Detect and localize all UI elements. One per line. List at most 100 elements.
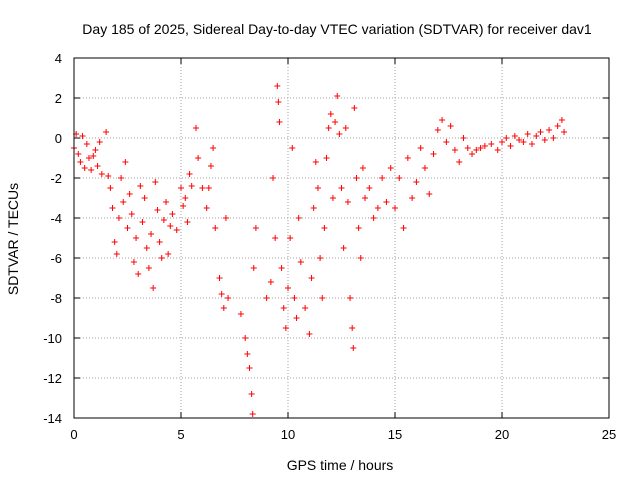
data-point (351, 105, 358, 111)
data-point (113, 251, 120, 257)
data-point (477, 145, 484, 151)
data-point (524, 131, 531, 137)
data-point (152, 179, 159, 185)
data-point (291, 295, 298, 301)
data-point (426, 191, 433, 197)
axis-ticks: 0 5 10 15 20 25 -14 -12 -10 -8 -6 -4 -2 0 2 4 (43, 51, 616, 442)
data-point (222, 215, 229, 221)
data-points (71, 83, 568, 417)
data-point (195, 155, 202, 161)
data-point (218, 291, 225, 297)
data-point (396, 175, 403, 181)
data-point (81, 165, 88, 171)
x-tick-label: 0 (70, 427, 77, 442)
data-point (325, 125, 332, 131)
y-tick-label: 2 (55, 91, 62, 106)
data-point (115, 215, 122, 221)
data-point (103, 129, 110, 135)
data-point (250, 265, 257, 271)
plot-frame (73, 57, 610, 419)
data-point (248, 391, 255, 397)
data-point (323, 155, 330, 161)
data-point (107, 185, 114, 191)
data-point (488, 141, 495, 147)
data-point (321, 225, 328, 231)
data-point (357, 255, 364, 261)
data-point (362, 195, 369, 201)
data-point (111, 239, 118, 245)
data-point (199, 185, 206, 191)
data-point (139, 219, 146, 225)
data-point (275, 99, 282, 105)
y-tick-label: -8 (50, 291, 62, 306)
data-point (473, 147, 480, 153)
data-point (143, 245, 150, 251)
data-point (154, 207, 161, 213)
y-axis-label: SDTVAR / TECUs (5, 183, 21, 295)
data-point (404, 155, 411, 161)
data-point (400, 225, 407, 231)
data-point (252, 225, 259, 231)
data-point (178, 185, 184, 191)
data-point (464, 145, 471, 151)
x-tick-label: 20 (495, 427, 509, 442)
data-point (554, 123, 561, 129)
data-point (353, 175, 360, 181)
data-point (383, 199, 390, 205)
data-point (370, 215, 377, 221)
y-tick-label: -4 (50, 211, 62, 226)
data-point (285, 285, 291, 291)
data-point (295, 215, 302, 221)
data-point (340, 245, 347, 251)
data-point (276, 119, 283, 125)
data-point (135, 271, 142, 277)
data-point (481, 143, 488, 149)
data-point (537, 129, 544, 135)
data-point (293, 315, 300, 321)
data-point (124, 225, 131, 231)
data-point (350, 345, 357, 351)
y-tick-label: -12 (43, 371, 62, 386)
data-point (507, 143, 514, 149)
y-tick-label: -10 (43, 331, 62, 346)
data-point (96, 139, 103, 145)
data-point (366, 185, 373, 191)
data-point (430, 151, 437, 157)
data-point (180, 203, 187, 209)
data-point (126, 191, 133, 197)
data-point (342, 125, 349, 131)
y-tick-label: -14 (43, 411, 62, 426)
data-point (205, 185, 212, 191)
data-point (460, 135, 467, 141)
data-point (188, 183, 195, 189)
data-point (443, 139, 450, 145)
data-point (379, 175, 386, 181)
data-point (338, 185, 345, 191)
data-point (267, 279, 274, 285)
data-point (516, 137, 523, 143)
data-point (417, 145, 424, 151)
data-point (249, 411, 256, 417)
data-point (392, 205, 398, 211)
data-point (220, 305, 227, 311)
data-point (98, 171, 105, 177)
data-point (550, 135, 557, 141)
data-point (451, 147, 458, 153)
data-point (145, 265, 152, 271)
data-point (334, 93, 341, 99)
data-point (319, 295, 326, 301)
data-point (225, 295, 232, 301)
data-point (374, 205, 381, 211)
data-point (263, 295, 270, 301)
data-point (278, 265, 285, 271)
data-point (511, 133, 518, 139)
data-point (128, 211, 135, 217)
data-point (210, 145, 217, 151)
data-point (141, 195, 148, 201)
data-point (314, 185, 321, 191)
data-point (282, 325, 289, 331)
data-point (447, 123, 454, 129)
data-point (173, 227, 180, 233)
data-point (167, 223, 174, 229)
data-point (274, 83, 281, 89)
